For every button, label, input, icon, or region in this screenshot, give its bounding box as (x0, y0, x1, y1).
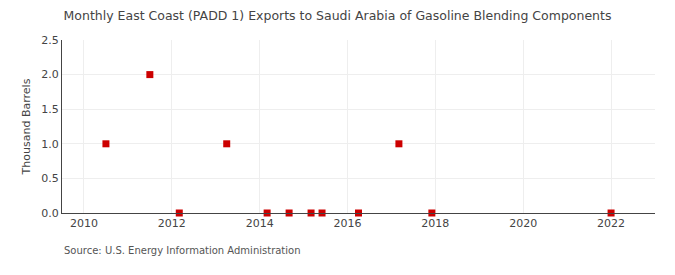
svg-text:2020: 2020 (509, 217, 537, 230)
svg-text:1.5: 1.5 (41, 103, 59, 116)
svg-text:Source: U.S. Energy Informatio: Source: U.S. Energy Information Administ… (64, 245, 301, 256)
svg-text:2010: 2010 (70, 217, 98, 230)
svg-text:0.5: 0.5 (41, 172, 59, 185)
svg-text:2018: 2018 (421, 217, 449, 230)
svg-text:0.0: 0.0 (41, 207, 59, 220)
svg-text:Thousand Barrels: Thousand Barrels (20, 78, 33, 175)
svg-text:2014: 2014 (246, 217, 274, 230)
svg-text:2.0: 2.0 (41, 68, 59, 81)
svg-text:2016: 2016 (334, 217, 362, 230)
svg-text:2.5: 2.5 (41, 34, 59, 47)
svg-text:2012: 2012 (158, 217, 186, 230)
svg-text:1.0: 1.0 (41, 138, 59, 151)
svg-text:Monthly East Coast (PADD 1) Ex: Monthly East Coast (PADD 1) Exports to S… (64, 8, 612, 23)
svg-text:2022: 2022 (597, 217, 625, 230)
